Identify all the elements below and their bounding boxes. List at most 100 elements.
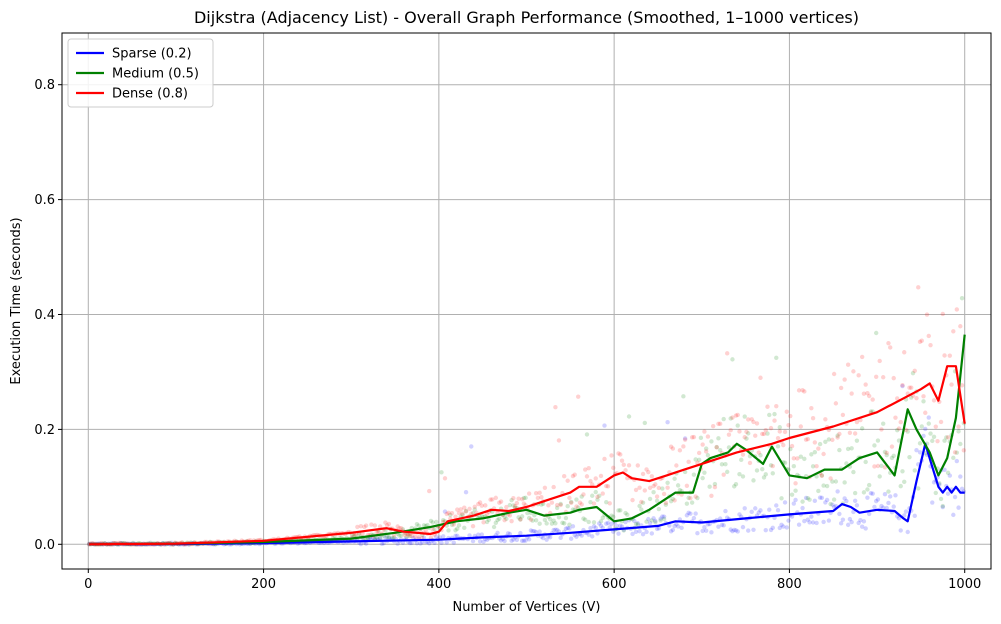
scatter-point [646, 516, 651, 522]
scatter-point [765, 404, 770, 409]
scatter-point [956, 505, 961, 510]
scatter-point [868, 491, 874, 496]
scatter-point [909, 395, 914, 400]
x-tick-label: 800 [777, 577, 802, 592]
y-tick-label: 0.0 [34, 538, 55, 553]
scatter-point [835, 433, 840, 438]
scatter-point [714, 445, 719, 450]
scatter-point [849, 519, 854, 525]
scatter-point [751, 419, 756, 425]
scatter-point [840, 412, 846, 418]
scatter-point [886, 341, 891, 346]
scatter-point [942, 438, 947, 443]
scatter-point [486, 517, 492, 522]
scatter-point [646, 469, 651, 475]
scatter-point [472, 507, 477, 512]
scatter-point [441, 518, 446, 523]
scatter-point [805, 495, 811, 501]
scatter-point [800, 505, 805, 511]
scatter-point [549, 500, 555, 505]
scatter-point [456, 510, 462, 516]
scatter-point [726, 432, 732, 437]
scatter-point [553, 527, 558, 533]
y-axis-title: Execution Time (seconds) [9, 217, 24, 384]
scatter-point [521, 538, 527, 543]
scatter-point [567, 522, 572, 527]
scatter-point [460, 512, 465, 517]
scatter-point [691, 515, 697, 521]
scatter-point [455, 533, 460, 539]
scatter-point [958, 441, 963, 447]
scatter-point [751, 527, 756, 532]
scatter-point [698, 435, 704, 441]
scatter-point [649, 518, 655, 523]
scatter-point [823, 500, 828, 505]
scatter-point [909, 385, 914, 390]
scatter-point [493, 495, 499, 501]
scatter-point [844, 461, 849, 466]
scatter-point [568, 499, 574, 505]
y-tick-label: 0.6 [34, 193, 55, 208]
scatter-point [525, 510, 530, 516]
scatter-point [511, 503, 516, 508]
scatter-point [770, 463, 775, 469]
scatter-point [668, 529, 674, 534]
scatter-point [842, 377, 847, 382]
scatter-point [451, 522, 456, 527]
scatter-point [477, 539, 483, 544]
scatter-point [788, 413, 793, 419]
scatter-point [493, 520, 499, 526]
scatter-point [481, 539, 486, 544]
scatter-point [497, 516, 502, 521]
scatter-point [959, 486, 965, 491]
scatter-point [693, 457, 698, 462]
scatter-point [837, 431, 842, 437]
scatter-point [432, 540, 437, 546]
scatter-point [507, 531, 513, 537]
legend-label: Sparse (0.2) [112, 47, 192, 62]
scatter-point [600, 525, 605, 530]
scatter-point [763, 527, 768, 533]
scatter-point [623, 468, 628, 473]
scatter-point [877, 358, 882, 364]
scatter-point [553, 521, 558, 526]
scatter-point [891, 453, 896, 459]
scatter-point [586, 532, 591, 537]
scatter-point [945, 435, 951, 440]
scatter-point [434, 519, 439, 525]
scatter-point [723, 462, 728, 467]
scatter-point [570, 524, 576, 529]
scatter-point [509, 518, 514, 524]
scatter-point [647, 496, 653, 502]
scatter-point [663, 502, 669, 507]
scatter-point [810, 520, 816, 525]
scatter-point [895, 396, 900, 401]
y-axis-ticks: 0.0 0.2 0.4 0.6 0.8 [34, 78, 62, 553]
scatter-point [852, 498, 858, 504]
scatter-point [395, 524, 400, 529]
scatter-point [412, 534, 418, 539]
scatter-point [849, 391, 854, 396]
scatter-point [931, 480, 937, 485]
scatter-point [746, 417, 751, 422]
scatter-point [942, 353, 947, 358]
scatter-point [931, 434, 937, 439]
scatter-point [518, 530, 523, 536]
scatter-point [581, 492, 586, 497]
scatter-point [845, 362, 851, 367]
scatter-point [563, 526, 569, 531]
scatter-point [518, 517, 523, 522]
scatter-point [554, 527, 560, 533]
scatter-point [959, 383, 965, 388]
scatter-point [873, 330, 879, 336]
scatter-point [644, 519, 649, 524]
scatter-point [840, 517, 846, 522]
scatter-point [647, 520, 653, 526]
scatter-point [851, 369, 856, 374]
scatter-point [693, 494, 698, 499]
scatter-point [558, 535, 563, 541]
scatter-point [881, 421, 886, 426]
scatter-point [656, 506, 662, 512]
scatter-point [954, 450, 960, 455]
